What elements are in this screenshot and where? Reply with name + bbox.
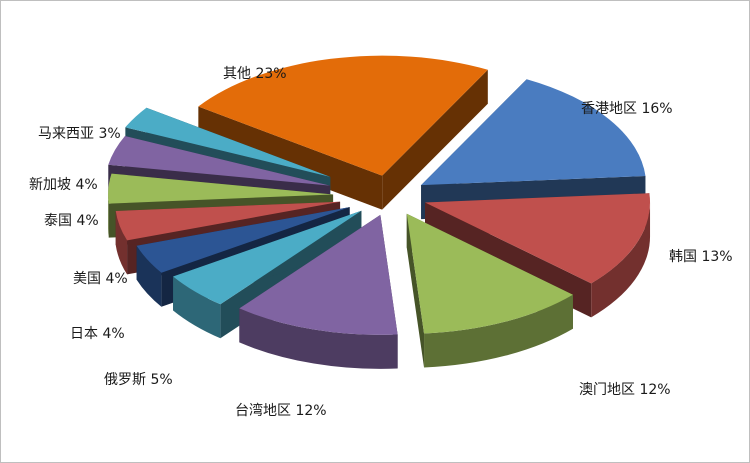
pie-slice-7: [108, 173, 334, 204]
pie-slice-2: [406, 213, 573, 334]
slice-side-2-0: [424, 294, 573, 368]
data-label-0: 香港地区 16%: [581, 101, 673, 117]
pie-slice-10: [198, 55, 488, 176]
pie-slice-8: [108, 136, 330, 186]
slice-side-6-0: [115, 210, 128, 275]
slice-side-7-0: [108, 194, 109, 238]
data-label-5: 日本 4%: [70, 326, 125, 342]
pie-slice-1: [425, 193, 651, 284]
data-label-1: 韩国 13%: [669, 249, 733, 265]
slice-label-layer: 香港地区 16% 韩国 13% 澳门地区 12% 台湾地区 12% 俄罗斯 5% 日本 4…: [29, 66, 733, 419]
pie-slice-5: [136, 207, 350, 273]
pie-slice-0: [421, 79, 646, 186]
slice-top-layer: [108, 55, 651, 335]
slice-side-5-0: [136, 245, 162, 307]
slice-side-4-0: [173, 276, 221, 339]
slice-wall-10-0: [198, 106, 383, 210]
slice-side-1-0: [591, 202, 651, 318]
data-label-6: 美国 4%: [73, 271, 128, 287]
slice-wall-10-1: [382, 69, 488, 210]
data-label-8: 新加坡 4%: [29, 177, 98, 193]
data-label-10: 其他 23%: [223, 66, 287, 82]
pie-slice-6: [115, 201, 341, 241]
data-label-7: 泰国 4%: [44, 213, 99, 229]
slice-wall-2-1: [406, 213, 425, 368]
pie-slice-4: [173, 210, 362, 305]
data-label-2: 澳门地区 12%: [579, 382, 671, 398]
data-label-9: 马来西亚 3%: [38, 126, 121, 142]
data-label-4: 俄罗斯 5%: [104, 372, 173, 388]
data-label-3: 台湾地区 12%: [235, 402, 327, 419]
slice-side-3-0: [239, 308, 398, 369]
pie-slice-9: [125, 107, 331, 177]
pie-slice-3: [239, 214, 398, 335]
